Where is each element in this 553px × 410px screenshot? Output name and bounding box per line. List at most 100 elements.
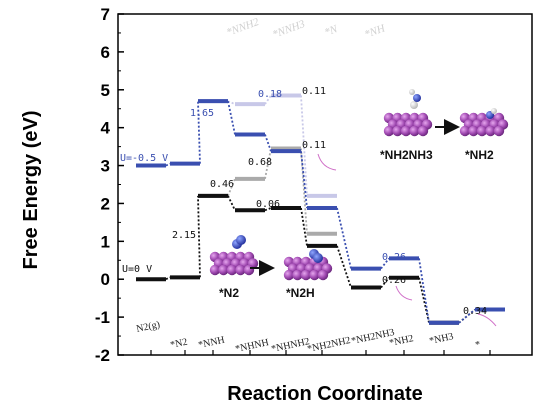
series-1-connector xyxy=(227,100,236,135)
series-1-connector xyxy=(418,258,430,323)
h-atom-icon-2 xyxy=(409,89,415,95)
series-0-connector xyxy=(336,245,352,288)
y-tick-label: -2 xyxy=(95,346,110,365)
state-label-n2: *N2 xyxy=(219,286,239,300)
category-label: *NH3 xyxy=(428,331,454,347)
top-category-label: *NNH2 xyxy=(225,16,261,39)
n2-molecule-icon-2 xyxy=(236,235,246,245)
top-category-label: *N xyxy=(323,23,340,39)
series-0-connector xyxy=(197,195,201,278)
y-tick-label: -1 xyxy=(95,308,110,327)
nh3-release-arrow-3 xyxy=(477,313,497,327)
slab-atom-icon xyxy=(392,125,403,137)
top-category-labels: *NNH2 *NNH3 *N *NH xyxy=(225,16,388,41)
series-1-connector xyxy=(300,151,308,209)
value-annotation: 0.11 xyxy=(302,140,326,151)
series-2-connector xyxy=(227,178,236,197)
category-label: *N2 xyxy=(169,337,188,351)
category-label: *NH2NH2 xyxy=(306,335,351,355)
slab-atom-icon xyxy=(468,125,479,137)
series-0-connector xyxy=(165,276,171,281)
category-label: *NHNH xyxy=(234,337,269,355)
nh3-release-arrow-1 xyxy=(317,153,337,171)
value-annotation: 0.11 xyxy=(302,86,326,97)
y-tick-label: 2 xyxy=(101,194,110,213)
series-1-connector xyxy=(458,308,476,324)
series-3-connector xyxy=(264,94,272,105)
category-label: N2(g) xyxy=(135,319,161,335)
slab-n2h xyxy=(283,256,333,281)
series-1-connector xyxy=(264,134,272,152)
slab-atom-icon xyxy=(400,125,412,137)
top-category-label: *NH xyxy=(363,22,388,41)
value-annotation: 0.26 xyxy=(382,275,406,286)
y-axis-title: Free Energy (eV) xyxy=(20,111,42,270)
state-label-nh2nh3: *NH2NH3 xyxy=(380,148,433,162)
n2h-molecule-icon-2 xyxy=(313,253,323,263)
slab-atom-icon xyxy=(476,125,488,137)
h-atom-icon xyxy=(410,101,418,109)
slab-atom-icon xyxy=(459,125,471,137)
value-annotation: 0.06 xyxy=(256,199,280,210)
slab-atom-icon xyxy=(417,125,429,137)
nh2-h-atom-icon xyxy=(491,108,497,114)
slab-atom-icon xyxy=(409,125,420,137)
category-label: *NNH xyxy=(197,335,225,351)
slab-atom-icon xyxy=(235,264,246,276)
state-label-nh2: *NH2 xyxy=(465,148,494,162)
slab-atom-icon xyxy=(317,269,329,281)
y-tick-label: 6 xyxy=(101,43,110,62)
value-annotation: 0.26 xyxy=(382,252,406,263)
nh3-release-arrow-2 xyxy=(395,285,413,301)
slab-atom-icon xyxy=(209,264,221,276)
state-label-n2h: *N2H xyxy=(286,286,315,300)
y-tick-label: 4 xyxy=(101,119,111,138)
slab-atom-icon xyxy=(383,125,395,137)
value-annotation: 0.46 xyxy=(210,179,234,190)
category-label: *NH2 xyxy=(388,333,414,349)
slab-n2 xyxy=(209,251,259,276)
value-annotation: 0.34 xyxy=(463,306,487,317)
value-annotation: 2.15 xyxy=(172,230,196,241)
series-1-connector xyxy=(336,207,352,269)
x-axis-title: Reaction Coordinate xyxy=(227,383,423,405)
slab-atom-icon xyxy=(218,264,229,276)
category-label: *NHNH2 xyxy=(270,336,310,355)
value-annotation: 0.18 xyxy=(258,89,282,100)
value-annotation: 0.68 xyxy=(248,157,272,168)
u-label-minus: U=-0.5 V xyxy=(120,153,168,164)
series-lines xyxy=(136,99,505,325)
y-tick-label: 1 xyxy=(101,232,110,251)
slab-atom-icon xyxy=(243,264,255,276)
series-3-connector xyxy=(300,95,308,196)
slab-atom-icon xyxy=(485,125,496,137)
series-1-connector xyxy=(197,101,201,164)
y-tick-label: 7 xyxy=(101,5,110,24)
y-tick-label: 5 xyxy=(101,81,110,100)
slab-atom-icon xyxy=(300,269,312,281)
slab-nh2 xyxy=(459,112,509,137)
series-0-connector xyxy=(227,195,236,211)
value-annotations: 2.15 0.06 0.46 0.68 0.11 0.26 0.34 1.65 0.18 0.11… xyxy=(172,86,487,317)
y-tick-label: 0 xyxy=(101,270,110,289)
top-category-label: *NNH3 xyxy=(271,18,307,41)
inset-n2-to-n2h: *N2 *N2H xyxy=(209,235,333,300)
slab-nh2nh3 xyxy=(383,112,433,137)
series-1-connector xyxy=(165,162,171,167)
slab-atom-icon xyxy=(309,269,320,281)
value-annotation: 1.65 xyxy=(190,108,214,119)
slab-atom-icon xyxy=(283,269,295,281)
series-3-connector xyxy=(227,100,236,106)
slab-atom-icon xyxy=(493,125,505,137)
u-label-zero: U=0 V xyxy=(122,264,152,275)
slab-atom-icon xyxy=(292,269,303,281)
inset-nh2nh3-to-nh2: *NH2NH3 *NH2 xyxy=(380,89,509,162)
series-0-connector xyxy=(264,207,272,212)
series-2-connector xyxy=(264,148,272,179)
slab-atom-icon xyxy=(226,264,238,276)
n-atom-icon xyxy=(413,94,421,102)
category-label: * xyxy=(474,339,481,351)
y-tick-label: 3 xyxy=(101,157,110,176)
plot-frame xyxy=(117,13,533,356)
